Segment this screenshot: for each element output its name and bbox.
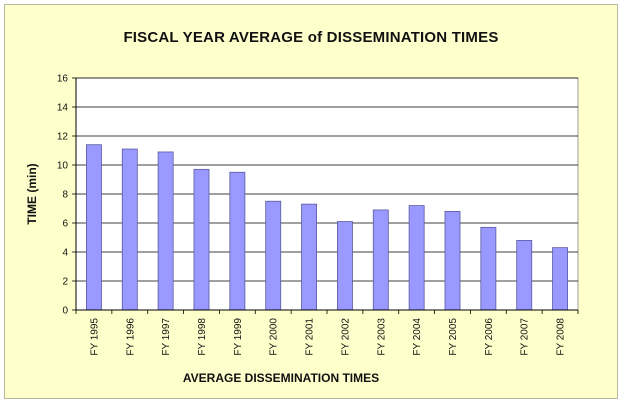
y-tick-label: 2: [62, 277, 68, 288]
x-tick-label: FY 2005: [448, 318, 459, 356]
y-tick-label: 6: [62, 219, 68, 230]
bar: [229, 171, 246, 311]
bar: [444, 210, 461, 311]
bar: [193, 168, 210, 311]
chart-title: FISCAL YEAR AVERAGE of DISSEMINATION TIM…: [123, 29, 499, 46]
y-tick-label: 10: [57, 161, 69, 172]
x-tick-label: FY 1997: [161, 318, 172, 356]
bar: [552, 247, 569, 311]
bar: [85, 144, 102, 311]
bar: [408, 205, 425, 311]
x-tick-label: FY 2003: [376, 318, 387, 356]
y-tick-label: 16: [57, 74, 69, 85]
x-axis-title: AVERAGE DISSEMINATION TIMES: [183, 371, 379, 385]
x-tick-label: FY 2008: [556, 318, 567, 356]
y-tick-label: 8: [62, 190, 68, 201]
y-axis-title: TIME (min): [25, 163, 39, 224]
bars: [85, 144, 569, 311]
y-tick-label: 0: [62, 306, 68, 317]
bar: [480, 226, 497, 311]
bar: [336, 221, 353, 311]
y-tick-label: 12: [57, 132, 69, 143]
x-tick-label: FY 2007: [520, 318, 531, 356]
x-tick-label: FY 2001: [305, 318, 316, 356]
x-tick-label: FY 2006: [484, 318, 495, 356]
x-tick-label: FY 2004: [412, 318, 423, 356]
bar: [121, 148, 138, 311]
x-tick-label: FY 1996: [125, 318, 136, 356]
x-tick-label: FY 2002: [340, 318, 351, 356]
x-tick-label: FY 2000: [269, 318, 280, 356]
y-axis-ticks: 0 2 4 6 8 10 12 14 16: [57, 74, 77, 317]
bar: [265, 200, 282, 311]
x-tick-label: FY 1998: [197, 318, 208, 356]
x-tick-label: FY 1995: [89, 318, 100, 356]
x-axis-ticks: FY 1995 FY 1996 FY 1997 FY 1998 FY 1999 FY 20…: [75, 309, 579, 356]
bar: [157, 151, 174, 311]
bar: [516, 239, 533, 311]
y-tick-label: 14: [57, 103, 69, 114]
x-tick-label: FY 1999: [233, 318, 244, 356]
bar: [372, 209, 389, 311]
y-tick-label: 4: [62, 248, 68, 259]
bar: [301, 203, 318, 311]
